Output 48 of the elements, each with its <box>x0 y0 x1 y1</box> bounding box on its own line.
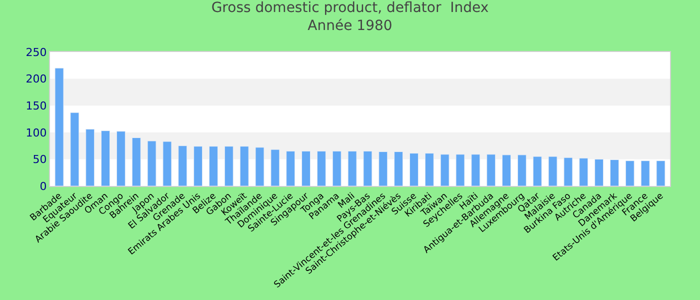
bar <box>502 154 512 186</box>
bar <box>424 153 434 186</box>
bar <box>178 146 188 186</box>
bar <box>471 154 480 186</box>
bar <box>208 146 218 186</box>
y-tick-label: 0 <box>40 180 47 193</box>
bar <box>255 147 264 186</box>
bar <box>302 150 311 186</box>
bar <box>224 146 234 186</box>
bar <box>70 112 80 186</box>
bar <box>363 150 372 186</box>
bar <box>240 146 249 186</box>
bar <box>86 128 95 186</box>
bar <box>517 154 526 186</box>
bar <box>548 156 558 186</box>
y-tick-label: 100 <box>26 126 47 140</box>
y-tick-label: 150 <box>26 99 47 112</box>
bar <box>594 158 604 186</box>
bar <box>456 154 465 186</box>
chart-subtitle: Année 1980 <box>308 18 392 34</box>
bar <box>348 150 357 186</box>
bar <box>409 153 418 186</box>
bar <box>194 146 203 186</box>
y-tick-label: 50 <box>32 153 47 166</box>
bar <box>132 138 141 186</box>
bar <box>610 159 619 186</box>
bar <box>316 150 326 186</box>
bar <box>162 141 172 186</box>
bar <box>579 158 588 186</box>
bar <box>625 160 634 186</box>
bar <box>394 151 404 186</box>
bar <box>54 68 64 186</box>
bar <box>378 151 388 186</box>
bar <box>486 154 496 186</box>
bar <box>270 149 280 186</box>
bar <box>640 160 650 186</box>
bar <box>101 130 110 186</box>
bar <box>286 150 296 186</box>
y-tick-label: 250 <box>26 46 47 59</box>
bar <box>532 156 542 186</box>
chart-title: Gross domestic product, deflator Index <box>211 0 489 16</box>
y-tick-label: 200 <box>26 72 47 86</box>
bar <box>440 154 450 186</box>
bar <box>116 131 126 186</box>
bar <box>147 140 156 186</box>
bar <box>332 150 342 186</box>
bar <box>656 160 666 186</box>
bar <box>564 157 573 186</box>
